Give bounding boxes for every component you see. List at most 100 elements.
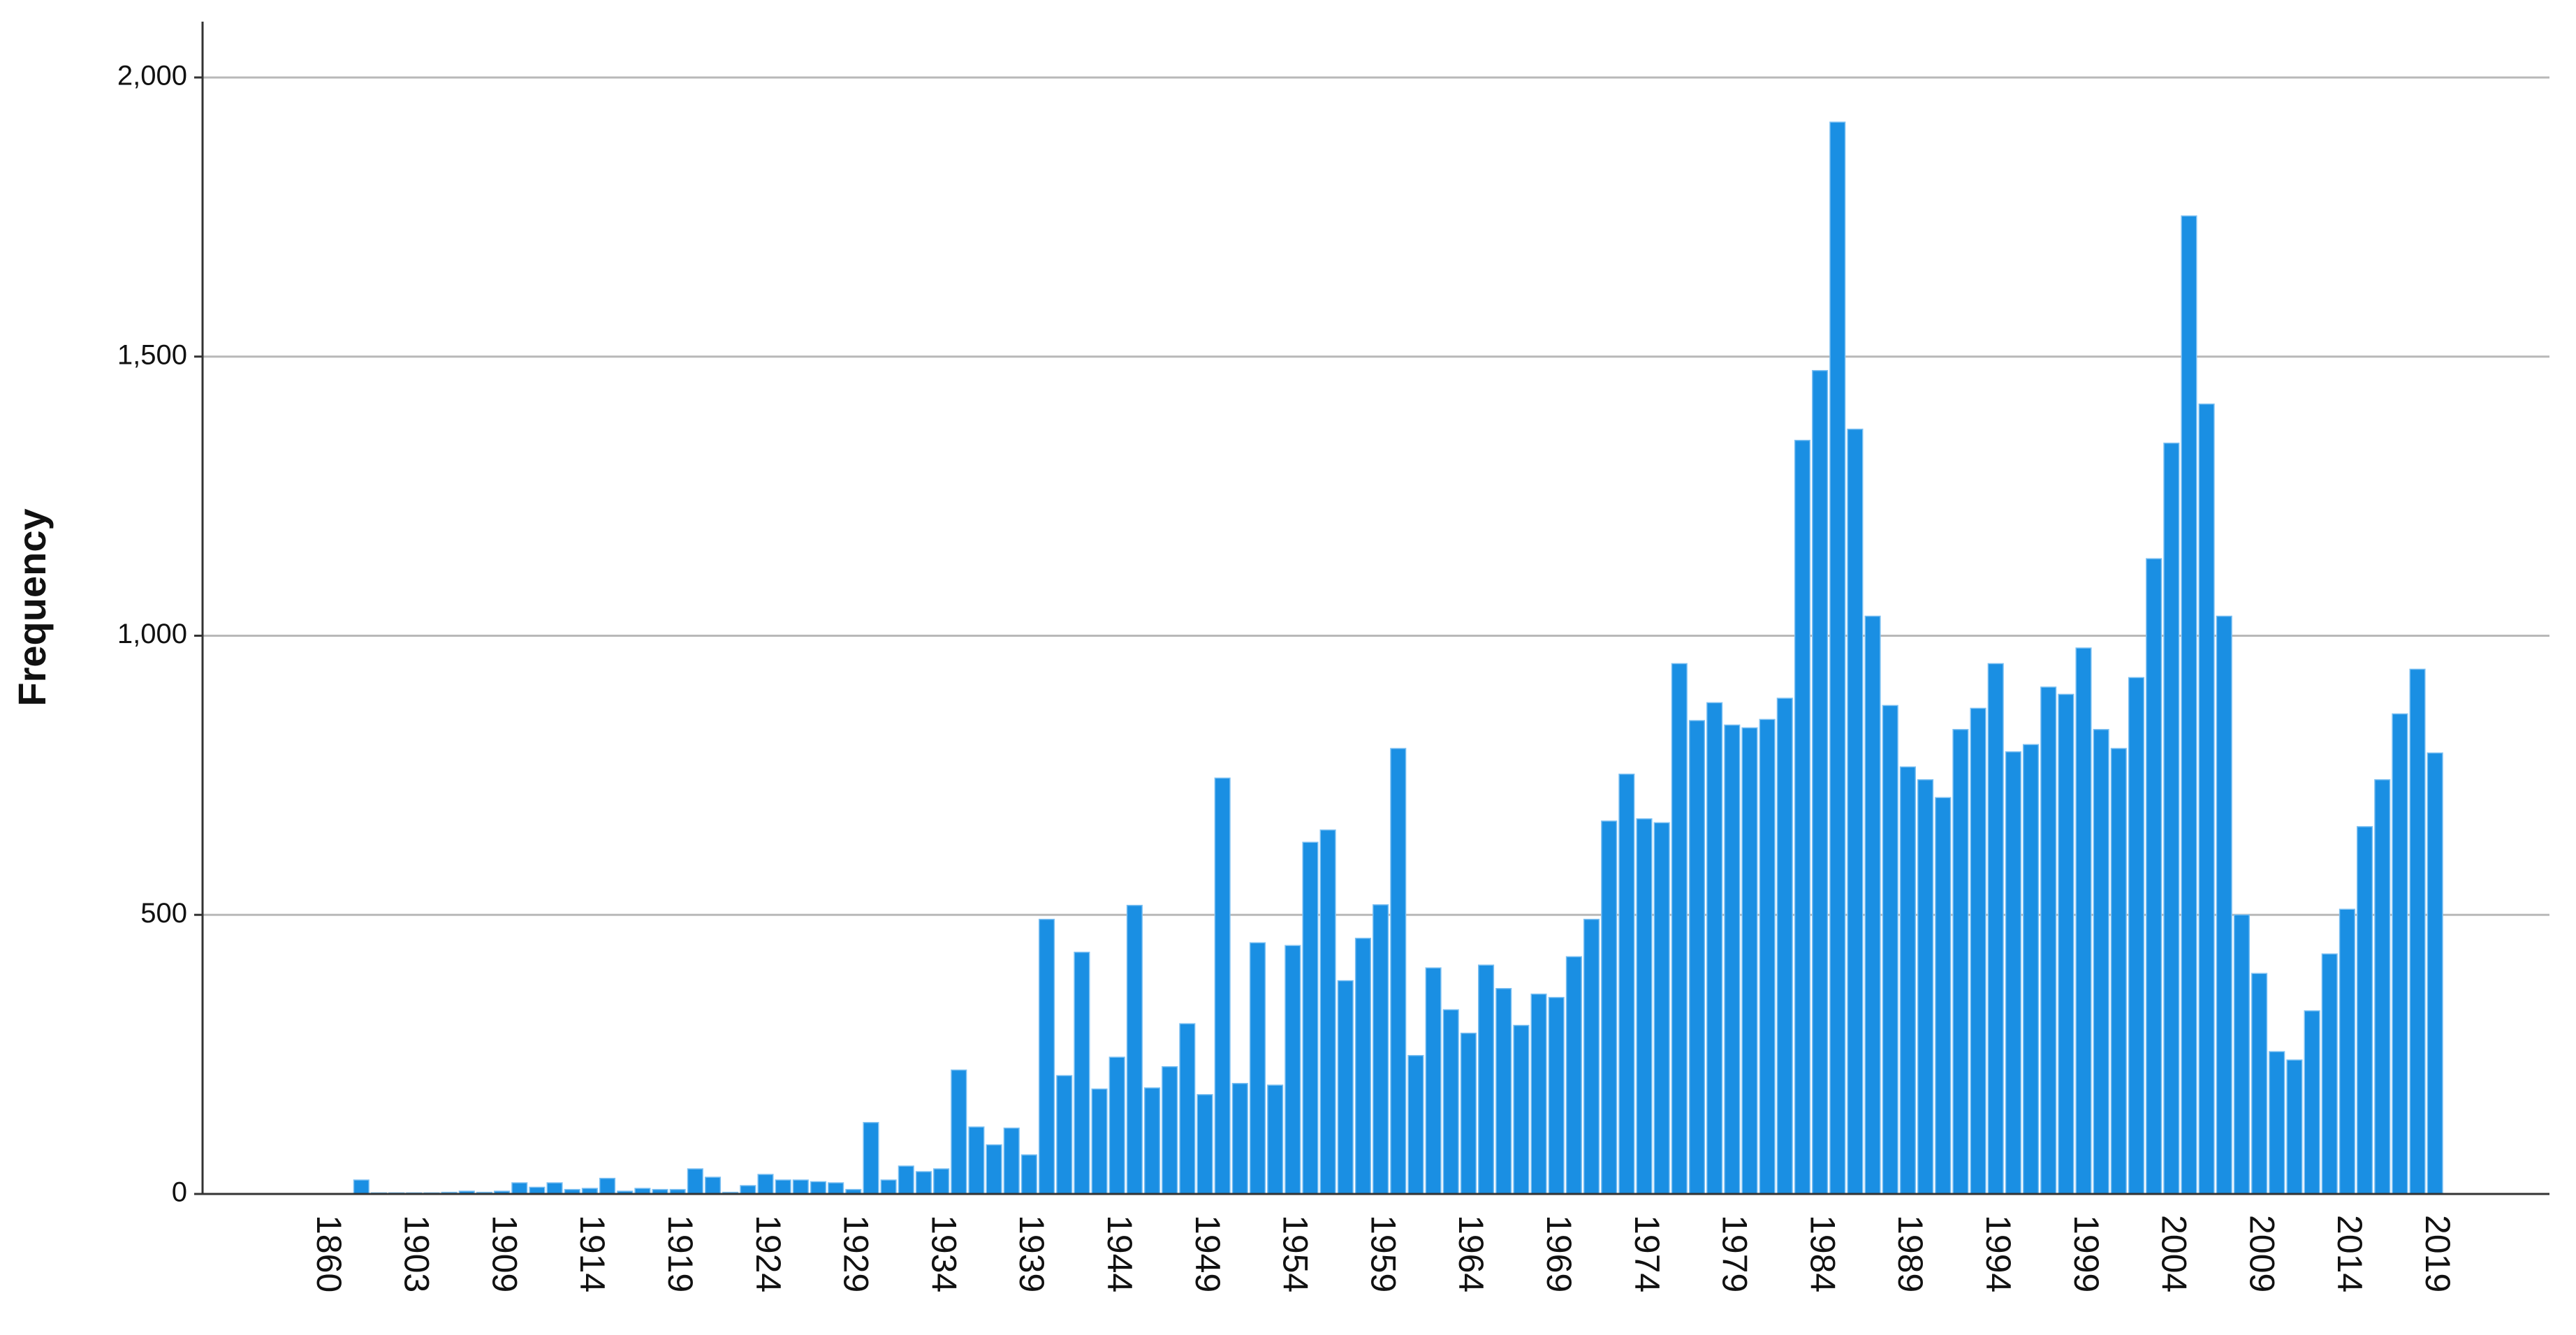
- bar: [2110, 748, 2127, 1195]
- bar: [1091, 1088, 1108, 1195]
- bar: [2269, 1051, 2285, 1195]
- bar: [2392, 713, 2408, 1195]
- bar: [968, 1126, 985, 1195]
- x-tick-label: 1999: [2067, 1215, 2106, 1292]
- y-tick-label: 1,500: [117, 339, 187, 370]
- bar: [704, 1177, 722, 1195]
- bar: [1337, 980, 1354, 1195]
- x-tick-label: 1954: [1276, 1215, 1315, 1292]
- y-tick-label: 0: [172, 1177, 187, 1208]
- bar: [1460, 1032, 1477, 1195]
- bar: [986, 1144, 1002, 1195]
- bar: [2075, 647, 2092, 1195]
- bar: [898, 1165, 914, 1195]
- bar: [1126, 904, 1143, 1195]
- bar: [1354, 938, 1372, 1195]
- bar: [1829, 121, 1846, 1195]
- x-tick-label: 1974: [1627, 1215, 1667, 1292]
- bar: [2093, 729, 2109, 1195]
- bar: [1074, 952, 1090, 1195]
- bar: [1706, 702, 1723, 1195]
- bar: [1864, 615, 1881, 1195]
- bar: [2058, 693, 2074, 1195]
- bar: [1267, 1084, 1284, 1195]
- bar: [1653, 822, 1670, 1195]
- bar: [1231, 1082, 1248, 1195]
- bar: [2198, 403, 2215, 1195]
- bar: [599, 1177, 616, 1195]
- bar: [1812, 369, 1829, 1195]
- y-tick-label: 2,000: [117, 61, 187, 91]
- bar: [1671, 663, 1688, 1195]
- x-tick-label: 1914: [573, 1215, 612, 1292]
- bar: [1618, 774, 1635, 1195]
- bar: [1987, 663, 2004, 1195]
- bar: [1442, 1009, 1459, 1195]
- bar: [775, 1179, 791, 1195]
- bar: [810, 1181, 827, 1195]
- bar: [1794, 439, 1811, 1195]
- bar: [1319, 829, 1336, 1195]
- bar: [1970, 707, 1986, 1195]
- x-tick-label: 2004: [2155, 1215, 2194, 1292]
- bar: [1162, 1065, 1178, 1195]
- y-axis-label: Frequency: [10, 508, 54, 706]
- bar: [1601, 820, 1618, 1195]
- bar: [1020, 1154, 1037, 1195]
- bar: [792, 1179, 809, 1195]
- bar: [1636, 818, 1653, 1195]
- x-tick-label: 2009: [2242, 1215, 2281, 1292]
- x-tick-label: 1860: [309, 1215, 349, 1292]
- x-tick-label: 1929: [837, 1215, 876, 1292]
- bar: [2356, 826, 2373, 1195]
- bar: [2409, 668, 2426, 1195]
- x-tick-label: 1903: [397, 1215, 437, 1292]
- bar: [2005, 751, 2021, 1195]
- bar: [1548, 996, 1565, 1195]
- x-tick-label: 1984: [1803, 1215, 1842, 1292]
- bar: [2286, 1059, 2303, 1195]
- bar: [1724, 724, 1741, 1195]
- bar: [1530, 994, 1547, 1195]
- bar: [2321, 953, 2338, 1195]
- bar: [1741, 727, 1758, 1195]
- bar: [1899, 766, 1916, 1195]
- bar: [1688, 720, 1706, 1195]
- bar: [353, 1179, 369, 1195]
- bar: [1952, 729, 1969, 1195]
- bar: [1882, 705, 1898, 1195]
- bar: [1249, 942, 1266, 1195]
- bar: [2427, 752, 2443, 1195]
- x-tick-label: 1969: [1539, 1215, 1579, 1292]
- bar: [1390, 748, 1407, 1195]
- bar: [863, 1121, 879, 1195]
- bar: [2233, 914, 2251, 1195]
- bar: [933, 1168, 950, 1195]
- bar: [1143, 1087, 1161, 1195]
- bar: [828, 1182, 844, 1195]
- x-tick-label: 2014: [2330, 1215, 2369, 1292]
- bar: [2128, 677, 2145, 1195]
- x-tick-label: 2019: [2418, 1215, 2457, 1292]
- bar: [1373, 904, 1389, 1195]
- bar: [1583, 918, 1600, 1195]
- bar: [2251, 973, 2268, 1195]
- x-tick-label: 1944: [1100, 1215, 1139, 1292]
- x-tick-label: 1919: [661, 1215, 700, 1292]
- bar: [1108, 1056, 1125, 1195]
- bar: [2374, 779, 2391, 1195]
- bar: [915, 1171, 932, 1195]
- bar: [1565, 956, 1582, 1195]
- x-tick-label: 1989: [1891, 1215, 1930, 1292]
- bar: [740, 1185, 756, 1195]
- bar: [1196, 1093, 1213, 1195]
- y-tick-label: 1,000: [117, 619, 187, 649]
- bar: [880, 1179, 897, 1195]
- bar: [1495, 988, 1512, 1195]
- bar: [1285, 945, 1301, 1195]
- bar: [1477, 964, 1495, 1195]
- bar: [2163, 442, 2180, 1195]
- bar: [1847, 428, 1864, 1195]
- x-tick-label: 1939: [1012, 1215, 1051, 1292]
